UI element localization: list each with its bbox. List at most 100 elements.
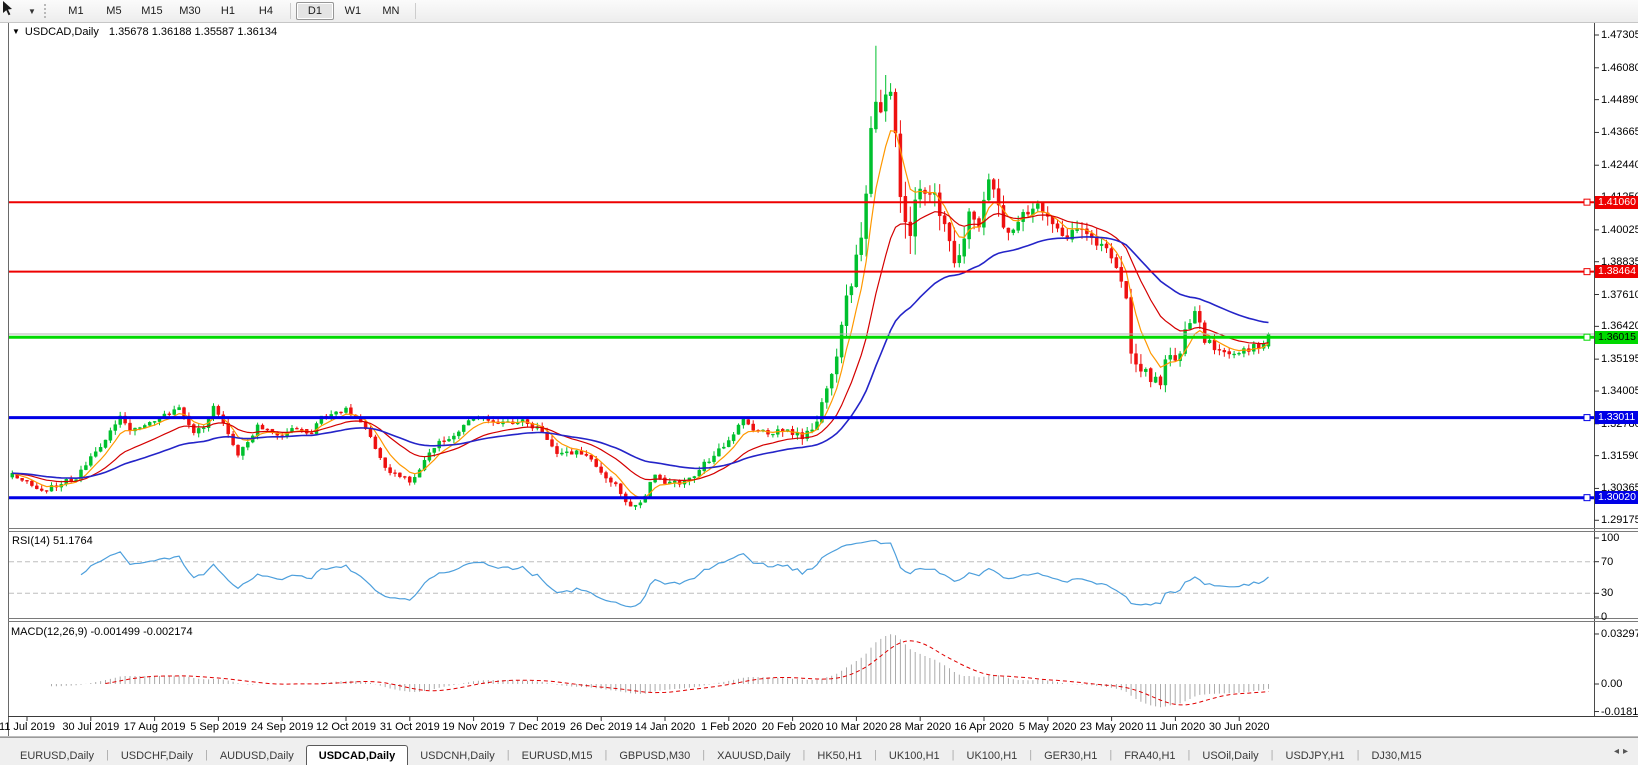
chart-tab-usdjpy-h1[interactable]: USDJPY,H1: [1285, 750, 1345, 762]
price-tick-label: 1.34005: [1601, 384, 1638, 397]
macd-tick-label: 0.032972: [1601, 627, 1638, 640]
chart-tab-usdcad-daily[interactable]: USDCAD,Daily: [305, 745, 409, 765]
timeframe-button-w1[interactable]: W1: [344, 5, 362, 17]
main-pane: [9, 45, 1594, 510]
tab-separator: |: [1187, 749, 1191, 761]
price-tick-label: 1.44890: [1601, 93, 1638, 106]
cursor-tool-icon[interactable]: [2, 1, 28, 20]
chart-tab-fra40-h1[interactable]: FRA40,H1: [1124, 750, 1176, 762]
price-tick-label: 1.31590: [1601, 449, 1638, 462]
price-line-label: 1.36015: [1595, 330, 1638, 344]
chart-menu-triangle-icon[interactable]: ▼: [12, 27, 20, 36]
chart-tab-ger30-h1[interactable]: GER30,H1: [1044, 750, 1098, 762]
chart-tab-usdchf-daily[interactable]: USDCHF,Daily: [120, 750, 193, 762]
rsi-line: [80, 539, 1269, 608]
timeframe-button-h1[interactable]: H1: [220, 5, 235, 17]
cursor-arrow-icon: [3, 1, 12, 16]
tab-scroll-arrows[interactable]: ◂▸: [1613, 746, 1632, 757]
price-tick-label: 1.37610: [1601, 288, 1638, 301]
chart-title: ▼ USDCAD,Daily 1.35678 1.36188 1.35587 1.3…: [12, 26, 277, 38]
line-handle: [1583, 414, 1591, 422]
date-tick-label: 28 Mar 2020: [889, 721, 952, 733]
price-tick-label: 1.47305: [1601, 29, 1638, 41]
rsi-tick-label: 70: [1601, 555, 1614, 568]
chart-tab-eurusd-daily[interactable]: EURUSD,Daily: [20, 750, 94, 762]
price-tick-label: 1.38835: [1601, 255, 1638, 268]
macd-signal-line: [105, 640, 1269, 706]
chart-tab-uk100-h1[interactable]: UK100,H1: [888, 750, 940, 762]
tab-separator: |: [874, 749, 877, 761]
price-tick-label: 1.46080: [1601, 61, 1638, 74]
macd-pane: [51, 634, 1269, 708]
date-tick-label: 14 Jan 2020: [634, 721, 696, 733]
date-tick-label: 24 Sep 2019: [250, 721, 314, 733]
chart-tab-gbpusd-m30[interactable]: GBPUSD,M30: [619, 750, 691, 762]
price-tick-label: 1.43665: [1601, 126, 1638, 139]
timeframe-button-mn[interactable]: MN: [382, 5, 400, 17]
timeframe-button-m30[interactable]: M30: [179, 5, 201, 17]
toolbar-grip: [43, 4, 49, 18]
line-handle: [1583, 494, 1591, 502]
chart-tab-uk100-h1[interactable]: UK100,H1: [966, 750, 1018, 762]
macd-tick-label: 0.00: [1601, 678, 1623, 690]
toolbar-separator: [414, 3, 416, 19]
tab-separator: |: [1270, 749, 1274, 761]
macd-indicator-label: MACD(12,26,9) -0.001499 -0.002174: [11, 626, 193, 638]
chart-tab-xauusd-daily[interactable]: XAUUSD,Daily: [717, 750, 791, 762]
moving-average-line-18: [12, 211, 1269, 483]
price-tick-label: 1.40025: [1601, 223, 1638, 236]
chart-tab-usdcnh-daily[interactable]: USDCNH,Daily: [420, 750, 495, 762]
line-handle: [1583, 198, 1591, 206]
date-tick-label: 16 Apr 2020: [954, 721, 1014, 733]
timeframe-button-m1[interactable]: M1: [68, 5, 84, 17]
date-tick-label: 7 Dec 2019: [509, 721, 566, 733]
price-line-label: 1.30020: [1595, 491, 1638, 505]
moving-average-line-42: [12, 236, 1269, 480]
timeframe-button-d1[interactable]: D1: [295, 2, 334, 20]
tab-separator: |: [1029, 749, 1033, 761]
chart-tab-usoil-daily[interactable]: USOil,Daily: [1202, 750, 1259, 762]
tab-separator: |: [506, 749, 510, 761]
date-tick-label: 31 Oct 2019: [379, 721, 440, 733]
line-handle: [1583, 268, 1591, 276]
timeframe-button-h4[interactable]: H4: [258, 5, 273, 17]
chart-ohlc-values: 1.35678 1.36188 1.35587 1.36134: [108, 26, 278, 38]
cursor-tool-dropdown-icon[interactable]: ▼: [28, 6, 36, 16]
tab-separator: |: [951, 749, 955, 761]
date-tick-label: 5 Sep 2019: [190, 721, 247, 733]
macd-histogram: [51, 634, 1269, 708]
rsi-pane: [9, 539, 1594, 608]
rsi-tick-label: 100: [1601, 532, 1620, 544]
timeframe-toolbar: ▼ M1 M5 M15 M30 H1 H4 D1 W1 MN: [0, 0, 1638, 23]
timeframe-button-m5[interactable]: M5: [106, 5, 122, 17]
tab-separator: |: [1356, 749, 1360, 761]
date-tick-label: 5 May 2020: [1019, 721, 1077, 733]
tab-separator: |: [604, 749, 608, 761]
chart-tab-hk50-h1[interactable]: HK50,H1: [817, 750, 863, 762]
date-tick-label: 11 Jun 2020: [1145, 721, 1206, 733]
chart-tab-dj30-m15[interactable]: DJ30,M15: [1371, 750, 1422, 762]
tab-separator: |: [702, 749, 706, 761]
date-tick-label: 20 Feb 2020: [761, 721, 824, 733]
date-tick-label: 10 Mar 2020: [825, 721, 888, 733]
price-line-label: 1.33011: [1595, 411, 1638, 425]
chart-tab-eurusd-m15[interactable]: EURUSD,M15: [521, 750, 593, 762]
price-tick-label: 1.35195: [1601, 353, 1638, 366]
tab-separator: |: [1109, 749, 1113, 761]
price-line-label: 1.38464: [1595, 265, 1638, 279]
toolbar-separator: [289, 3, 291, 19]
price-line-label: 1.41060: [1595, 195, 1638, 209]
macd-tick-label: -0.01815: [1601, 705, 1638, 718]
price-tick-label: 1.42440: [1601, 159, 1638, 172]
chart-tab-audusd-daily[interactable]: AUDUSD,Daily: [219, 750, 294, 762]
timeframe-button-m15[interactable]: M15: [141, 5, 163, 17]
date-tick-label: 30 Jun 2020: [1208, 721, 1270, 733]
price-tick-label: 1.29175: [1601, 514, 1638, 527]
chart-tab-bar: EURUSD,Daily | USDCHF,Daily | AUDUSD,Daily US…: [0, 737, 1638, 765]
date-tick-label: 23 May 2020: [1079, 721, 1144, 733]
date-tick-label: 12 Oct 2019: [316, 721, 376, 733]
date-tick-label: 17 Aug 2019: [123, 721, 186, 733]
line-handle: [1583, 333, 1591, 341]
